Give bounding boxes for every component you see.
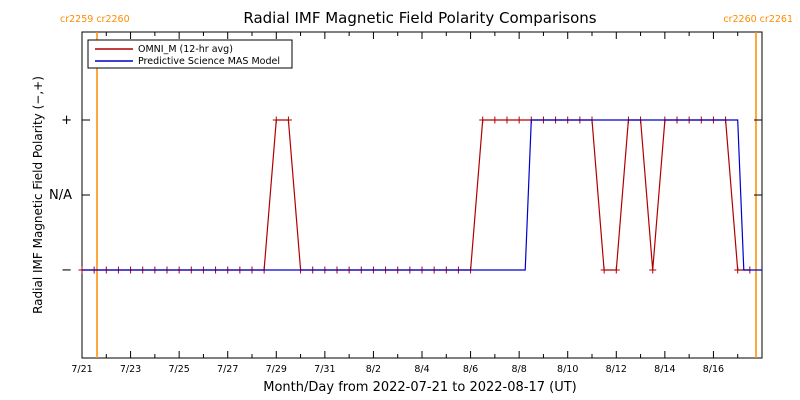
legend: OMNI_M (12-hr avg) Predictive Science MA… (87, 39, 293, 69)
legend-label-mas: Predictive Science MAS Model (138, 56, 280, 67)
y-tick-label: − (61, 263, 72, 278)
carrington-label-left: cr2259 cr2260 (60, 14, 130, 25)
plot-frame (81, 31, 763, 359)
x-tick-label: 8/12 (606, 364, 627, 375)
x-axis: 7/21 7/23 7/25 7/27 7/29 7/31 8/2 8/4 8/6 8/8 8/10… (71, 32, 763, 375)
data-point-marker (515, 116, 523, 124)
x-tick-label: 7/29 (266, 364, 287, 375)
y-axis-label: Radial IMF Magnetic Field Polarity (−,+) (31, 76, 45, 314)
x-tick-label: 8/10 (557, 364, 578, 375)
series-line-omni (82, 119, 750, 271)
data-point-marker (649, 266, 657, 274)
y-axis: + N/A − (49, 113, 762, 278)
data-point-marker (612, 266, 620, 274)
legend-label-omni: OMNI_M (12-hr avg) (138, 44, 233, 55)
x-tick-label: 8/16 (703, 364, 724, 375)
x-tick-label: 7/25 (168, 364, 189, 375)
data-point-marker (272, 116, 280, 124)
data-point-marker (503, 116, 511, 124)
x-tick-label: 7/27 (217, 364, 238, 375)
x-axis-label: Month/Day from 2022-07-21 to 2022-08-17 … (263, 380, 576, 395)
x-tick-label: 8/6 (463, 364, 478, 375)
x-tick-label: 8/14 (654, 364, 675, 375)
y-tick-label: + (61, 113, 72, 128)
data-point-marker (479, 116, 487, 124)
data-point-marker (491, 116, 499, 124)
x-tick-label: 8/2 (366, 364, 381, 375)
series-line-mas (82, 119, 762, 271)
chart-title: Radial IMF Magnetic Field Polarity Compa… (243, 9, 596, 27)
x-tick-label: 8/4 (414, 364, 429, 375)
series-layer (78, 116, 762, 274)
x-tick-label: 7/21 (71, 364, 92, 375)
data-point-marker (600, 266, 608, 274)
legend-box (87, 39, 293, 69)
x-tick-label: 7/23 (120, 364, 141, 375)
x-tick-label: 7/31 (314, 364, 335, 375)
carrington-label-right: cr2260 cr2261 (723, 14, 793, 25)
x-tick-label: 8/8 (511, 364, 526, 375)
y-tick-label: N/A (49, 188, 72, 203)
data-point-marker (284, 116, 292, 124)
data-point-marker (734, 266, 742, 274)
